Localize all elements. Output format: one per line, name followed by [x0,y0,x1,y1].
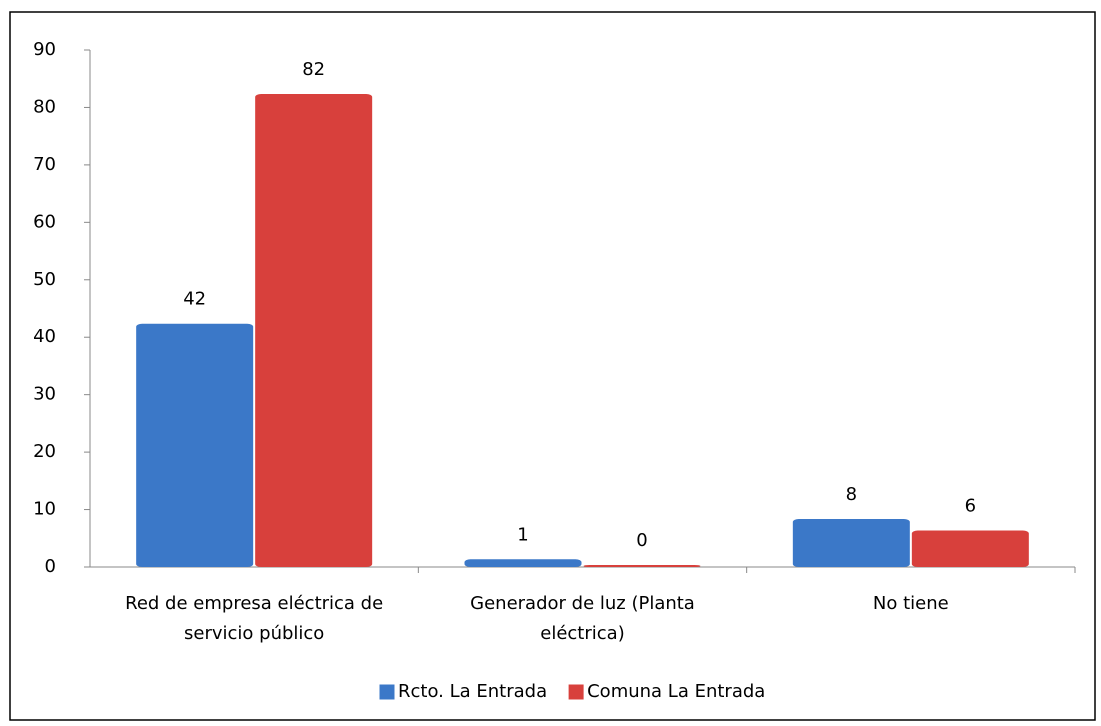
y-tick-label: 70 [33,154,56,175]
bar [136,323,254,567]
y-tick-label: 40 [33,326,56,347]
x-tick-label: Red de empresa eléctrica de servicio públ… [125,593,383,644]
x-tick-label: Generador de luz (Planta eléctrica) [470,593,695,644]
y-tick-label: 20 [33,441,56,462]
data-label: 82 [302,59,325,80]
bar [255,93,373,567]
legend-swatch [568,684,584,700]
data-label: 8 [846,484,857,505]
bar [792,519,910,567]
y-tick-label: 90 [33,39,56,60]
bar [583,565,701,567]
data-label: 1 [517,524,528,545]
data-label: 6 [965,496,976,517]
legend-swatch [379,684,395,700]
x-tick-label: No tiene [873,593,949,614]
legend-label: Rcto. La Entrada [398,681,547,702]
y-tick-label: 30 [33,384,56,405]
bar [911,530,1029,567]
y-tick-label: 0 [45,556,56,577]
bar [464,559,582,567]
y-tick-label: 50 [33,269,56,290]
y-tick-label: 10 [33,499,56,520]
y-tick-label: 60 [33,211,56,232]
legend-label: Comuna La Entrada [587,681,765,702]
data-label: 0 [636,530,647,551]
data-label: 42 [183,289,206,310]
y-tick-label: 80 [33,96,56,117]
